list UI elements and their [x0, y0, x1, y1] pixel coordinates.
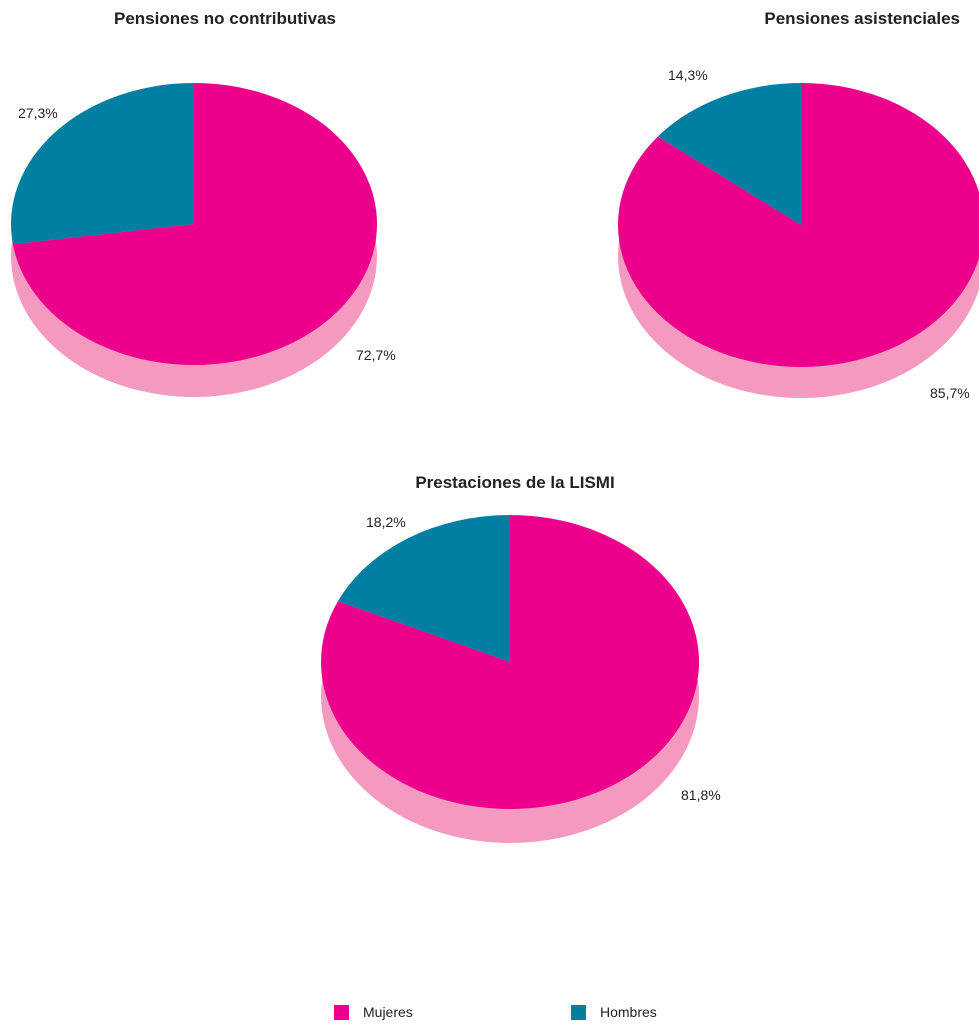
- pie-chart-pensiones-asistenciales: Pensiones asistenciales 14,3% 85,7%: [617, 9, 979, 401]
- legend: Mujeres Hombres: [0, 1004, 979, 1026]
- legend-label: Hombres: [600, 1004, 657, 1020]
- legend-item-mujeres: Mujeres: [334, 1004, 413, 1020]
- legend-label: Mujeres: [363, 1004, 413, 1020]
- pie-chart-prestaciones-lismi: Prestaciones de la LISMI 18,2% 81,8%: [321, 473, 721, 843]
- pie-slice-mujeres: [321, 515, 700, 809]
- pie-chart-pensiones-no-contributivas: Pensiones no contributivas 27,3% 72,7%: [11, 9, 396, 397]
- pie-body: [11, 83, 378, 397]
- slice-label-hombres: 27,3%: [18, 105, 58, 121]
- pie-slice-mujeres: [12, 83, 378, 366]
- pie-slice-mujeres: [617, 83, 979, 367]
- slice-label-hombres: 18,2%: [366, 514, 406, 530]
- chart-title: Pensiones no contributivas: [114, 9, 336, 28]
- pie-slice-hombres: [657, 82, 801, 225]
- chart-title: Pensiones asistenciales: [764, 9, 960, 28]
- legend-swatch-mujeres: [334, 1004, 349, 1020]
- slice-label-mujeres: 72,7%: [356, 347, 396, 363]
- pie-body: [321, 515, 700, 843]
- legend-item-hombres: Hombres: [571, 1004, 657, 1020]
- pie-slice-hombres: [11, 83, 194, 245]
- pie-slice-hombres: [337, 515, 510, 662]
- slice-label-hombres: 14,3%: [668, 67, 708, 83]
- slice-label-mujeres: 85,7%: [930, 385, 970, 401]
- pie-body: [617, 82, 979, 398]
- chart-title: Prestaciones de la LISMI: [415, 473, 614, 492]
- legend-swatch-hombres: [571, 1004, 586, 1020]
- slice-label-mujeres: 81,8%: [681, 787, 721, 803]
